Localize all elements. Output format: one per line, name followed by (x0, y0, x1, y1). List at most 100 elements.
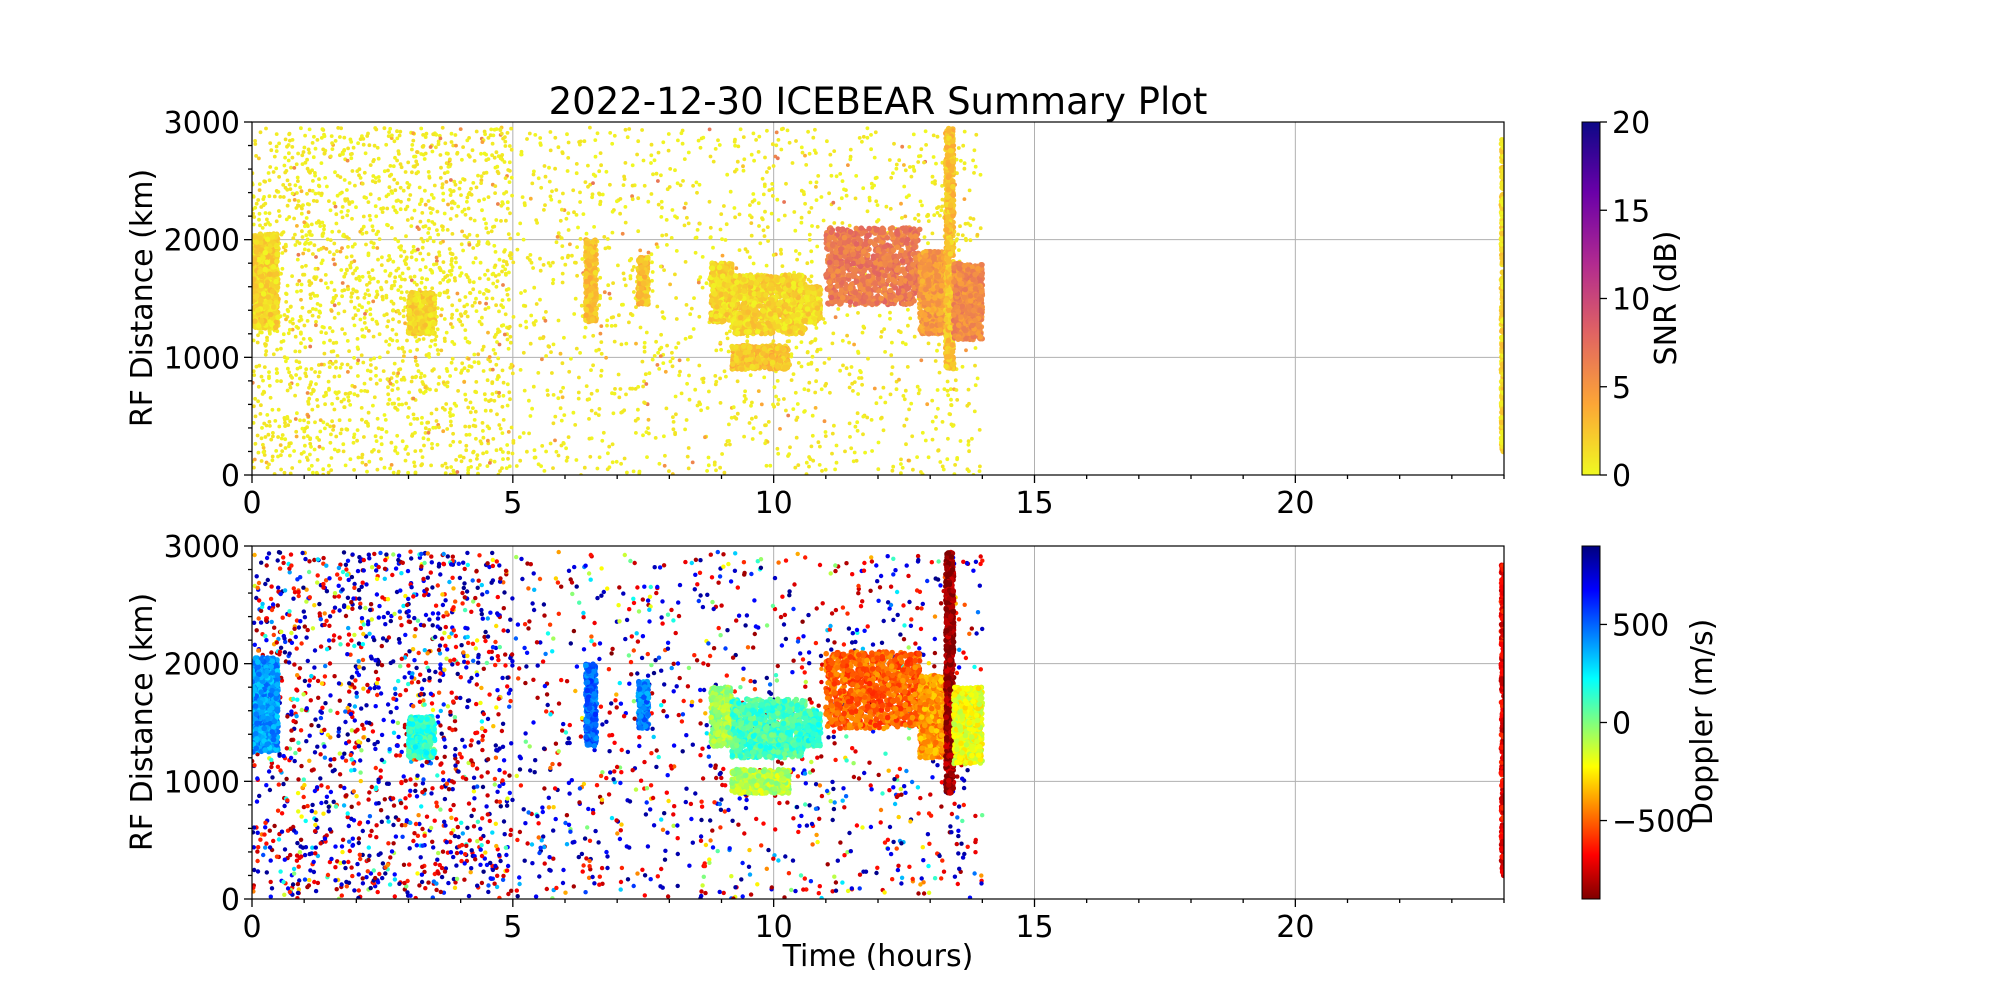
scatter-point (287, 327, 292, 332)
scatter-point (393, 155, 397, 160)
scatter-point (899, 471, 903, 475)
scatter-point (353, 183, 357, 188)
scatter-point (523, 289, 527, 293)
scatter-point (306, 147, 311, 152)
scatter-point (352, 435, 356, 440)
scatter-point (758, 431, 763, 435)
scatter-point (853, 196, 858, 201)
scatter-point (528, 196, 533, 201)
scatter-point (519, 291, 523, 295)
scatter-point (556, 453, 561, 458)
scatter-point (736, 144, 741, 149)
scatter-point (412, 460, 416, 465)
scatter-point (609, 315, 614, 320)
scatter-point (392, 279, 397, 284)
scatter-point (311, 252, 315, 256)
scatter-point (293, 417, 298, 421)
scatter-point (589, 408, 594, 413)
scatter-point (907, 407, 911, 412)
scatter-point (658, 354, 663, 358)
scatter-point (464, 448, 469, 453)
scatter-point (415, 339, 419, 344)
scatter-point (763, 441, 768, 446)
scatter-point (473, 409, 478, 414)
scatter-point (305, 319, 310, 323)
scatter-point (297, 349, 302, 354)
scatter-point (554, 449, 559, 454)
scatter-point (584, 384, 589, 388)
scatter-point (352, 323, 357, 328)
scatter-point (399, 254, 403, 258)
scatter-point (501, 259, 506, 263)
scatter-point (906, 458, 911, 463)
scatter-point (750, 400, 754, 405)
scatter-point (376, 229, 380, 234)
scatter-point (393, 275, 398, 280)
scatter-point (930, 174, 935, 179)
scatter-point (677, 358, 682, 363)
scatter-point (824, 381, 828, 386)
scatter-point (343, 463, 348, 468)
scatter-point (346, 287, 351, 291)
scatter-point (627, 127, 632, 131)
scatter-point (340, 246, 344, 251)
scatter-point (857, 376, 861, 380)
cluster-point (252, 276, 257, 283)
scatter-point (285, 283, 290, 288)
scatter-point (930, 437, 935, 442)
scatter-point (934, 161, 938, 166)
scatter-point (509, 256, 513, 261)
scatter-point (616, 372, 621, 377)
scatter-point (532, 448, 537, 453)
scatter-point (384, 430, 389, 434)
scatter-point (745, 334, 750, 339)
scatter-point (386, 350, 390, 355)
scatter-point (806, 129, 810, 134)
scatter-point (398, 162, 403, 167)
scatter-point (444, 402, 449, 406)
scatter-point (293, 232, 297, 237)
scatter-point (544, 310, 548, 314)
scatter-point (355, 428, 360, 432)
scatter-point (587, 417, 591, 421)
cluster-point (641, 274, 648, 280)
scatter-point (500, 269, 504, 274)
scatter-point (342, 178, 347, 182)
scatter-point (375, 467, 380, 472)
scatter-point (462, 177, 467, 182)
scatter-point (332, 407, 337, 412)
scatter-point (307, 336, 312, 341)
scatter-point (618, 387, 623, 391)
scatter-point (483, 397, 488, 402)
scatter-point (299, 341, 303, 346)
scatter-point (328, 338, 332, 343)
scatter-point (309, 444, 313, 449)
scatter-point (591, 181, 595, 186)
scatter-point (345, 427, 350, 432)
scatter-point (916, 219, 921, 224)
scatter-point (776, 218, 781, 222)
scatter-point (909, 174, 914, 179)
scatter-point (608, 296, 613, 301)
scatter-point (257, 217, 261, 222)
scatter-point (742, 157, 747, 162)
scatter-point (298, 314, 303, 319)
scatter-point (454, 458, 458, 462)
scatter-point (847, 385, 852, 390)
cluster-point (427, 312, 434, 319)
scatter-point (656, 150, 661, 155)
scatter-point (479, 151, 483, 156)
scatter-point (973, 383, 978, 388)
scatter-point (353, 242, 357, 247)
scatter-point (458, 127, 463, 131)
scatter-point (466, 368, 470, 373)
scatter-point (574, 171, 579, 176)
scatter-point (953, 378, 958, 383)
scatter-point (295, 257, 300, 262)
scatter-point (841, 363, 845, 368)
scatter-point (293, 393, 297, 398)
scatter-point (481, 292, 486, 296)
scatter-point (338, 365, 343, 370)
scatter-point (940, 420, 945, 424)
scatter-point (505, 292, 510, 297)
